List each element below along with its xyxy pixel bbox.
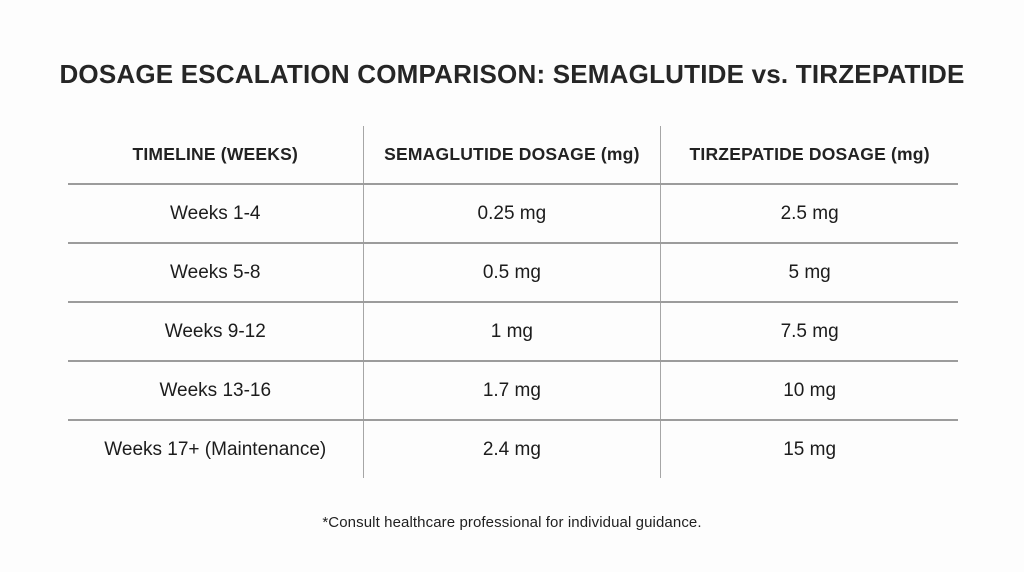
column-header-semaglutide-dosage: SEMAGLUTIDE DOSAGE (mg) bbox=[363, 126, 662, 185]
table-cell: Weeks 9-12 bbox=[68, 302, 364, 362]
table-cell: Weeks 1-4 bbox=[68, 184, 364, 244]
table-cell: 1 mg bbox=[363, 302, 662, 362]
dosage-comparison-table: TIMELINE (WEEKS) SEMAGLUTIDE DOSAGE (mg)… bbox=[68, 126, 958, 478]
column-header-tirzepatide-dosage: TIRZEPATIDE DOSAGE (mg) bbox=[660, 126, 958, 185]
table-body: Weeks 1-4 0.25 mg 2.5 mg Weeks 5-8 0.5 mg 5 m… bbox=[68, 184, 958, 478]
footnote: *Consult healthcare professional for ind… bbox=[322, 514, 702, 531]
table-cell: Weeks 17+ (Maintenance) bbox=[68, 420, 364, 478]
table-cell: 5 mg bbox=[660, 243, 958, 303]
table-row: Weeks 1-4 0.25 mg 2.5 mg bbox=[68, 184, 958, 244]
table-cell: 15 mg bbox=[783, 438, 837, 460]
table-cell: 10 mg bbox=[660, 361, 958, 421]
page-title: DOSAGE ESCALATION COMPARISON: SEMAGLUTID… bbox=[59, 59, 965, 89]
table-row: Weeks 17+ (Maintenance) 2.4 mg 15 mg bbox=[68, 420, 958, 478]
table-cell: 0.25 mg bbox=[363, 184, 662, 244]
table-row: Weeks 13-16 1.7 mg 10 mg bbox=[68, 361, 958, 421]
table-cell: Weeks 5-8 bbox=[68, 243, 364, 303]
table-cell: 2.4 mg bbox=[363, 420, 662, 478]
table-cell: 2.5 mg bbox=[660, 184, 958, 244]
table-cell: 0.5 mg bbox=[363, 243, 662, 303]
column-header-timeline: TIMELINE (WEEKS) bbox=[68, 126, 364, 185]
table-row: Weeks 9-12 1 mg 7.5 mg bbox=[68, 302, 958, 362]
table-cell: Weeks 13-16 bbox=[68, 361, 364, 421]
table-row: Weeks 5-8 0.5 mg 5 mg bbox=[68, 243, 958, 303]
table-cell: 1.7 mg bbox=[363, 361, 662, 421]
table-cell: 7.5 mg bbox=[660, 302, 958, 362]
table-header-row: TIMELINE (WEEKS) SEMAGLUTIDE DOSAGE (mg)… bbox=[68, 126, 958, 185]
